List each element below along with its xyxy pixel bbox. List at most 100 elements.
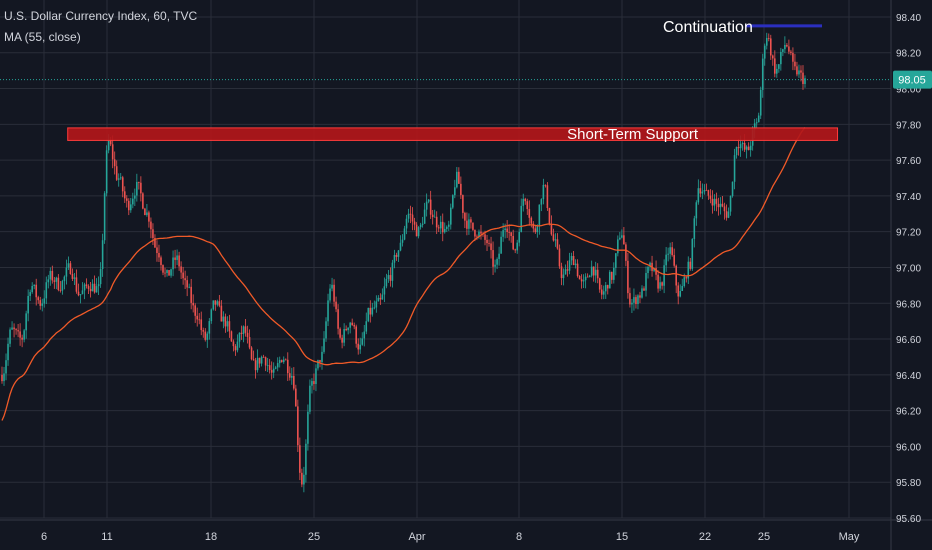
candle-body <box>148 212 150 222</box>
candle-body <box>111 144 114 160</box>
candle-body <box>409 213 412 215</box>
candle-body <box>99 268 102 285</box>
candle-body <box>317 360 319 369</box>
candle-body <box>454 187 456 196</box>
candle-body <box>391 262 394 281</box>
candle-body <box>341 337 343 343</box>
candle-body <box>276 363 279 368</box>
candle-body <box>767 38 770 39</box>
candle-body <box>782 49 784 52</box>
price-axis[interactable]: 98.40 98.20 98.00 97.80 97.60 97.40 97.20 97.00… <box>896 13 921 525</box>
candle-body <box>449 207 452 225</box>
candle-body <box>150 221 152 230</box>
candle-body <box>301 472 303 485</box>
candle-body <box>103 193 106 241</box>
candle-body <box>532 223 535 229</box>
candle-body <box>590 266 593 276</box>
candle-body <box>399 242 402 251</box>
candle-body <box>659 282 661 289</box>
candle-body <box>804 78 806 84</box>
candle-body <box>407 213 410 219</box>
candle-body <box>355 326 358 344</box>
candle-body <box>769 38 772 56</box>
candle-body <box>540 199 543 205</box>
candle-body <box>335 301 337 310</box>
time-tick-label: 11 <box>101 531 112 543</box>
candle-body <box>745 146 748 150</box>
candle-body <box>83 284 86 291</box>
candle-body <box>234 346 237 351</box>
candle-body <box>786 44 788 47</box>
candle-body <box>321 351 323 363</box>
candle-body <box>691 238 694 269</box>
candle-body <box>136 181 138 196</box>
candle-body <box>667 253 669 255</box>
candle-body <box>146 212 148 216</box>
candle-body <box>474 229 476 237</box>
candle-body <box>735 146 738 156</box>
candle-body <box>3 373 5 382</box>
candle-body <box>154 238 156 248</box>
candle-body <box>158 252 160 258</box>
candle-body <box>272 368 275 373</box>
candle-body <box>623 235 625 245</box>
support-zone-rect[interactable] <box>67 127 839 141</box>
candle-body <box>105 150 108 194</box>
candle-body <box>125 198 128 201</box>
candle-body <box>19 331 21 338</box>
candle-body <box>65 267 68 277</box>
candle-body <box>93 283 96 293</box>
candle-body <box>707 190 710 196</box>
candle-body <box>759 89 762 116</box>
candle-body <box>127 200 130 211</box>
time-axis[interactable]: 6 11 18 25 Apr 8 15 22 25 May <box>41 531 860 543</box>
candle-body <box>383 286 386 295</box>
candle-body <box>629 293 631 305</box>
candle-body <box>685 277 688 279</box>
candle-body <box>284 359 287 361</box>
candle-body <box>51 270 54 281</box>
candle-body <box>252 359 255 361</box>
candle-body <box>739 144 742 149</box>
support-zone-layer: Short-Term Support Continuation <box>67 19 839 143</box>
price-tick-label: 97.00 <box>896 263 921 274</box>
candle-body <box>566 269 569 271</box>
candle-body <box>357 343 360 350</box>
candle-body <box>794 61 796 67</box>
grid <box>0 0 891 519</box>
candle-body <box>504 228 506 231</box>
candle-body <box>63 276 66 282</box>
candle-body <box>381 294 384 300</box>
candle-body <box>232 341 235 347</box>
candle-body <box>677 285 680 297</box>
candle-body <box>196 315 199 320</box>
candle-body <box>45 282 48 299</box>
candle-body <box>309 385 311 412</box>
candle-body <box>226 321 229 327</box>
candle-body <box>280 360 283 363</box>
candle-body <box>25 313 27 331</box>
candle-body <box>270 370 273 373</box>
candle-body <box>75 277 78 292</box>
candle-body <box>77 291 80 296</box>
candle-body <box>643 288 645 291</box>
candle-body <box>486 239 488 244</box>
candle-body <box>117 178 120 180</box>
candle-body <box>588 275 591 278</box>
candle-body <box>425 201 428 210</box>
candle-body <box>5 360 7 374</box>
chart-title: U.S. Dollar Currency Index, 60, TVC <box>4 9 198 23</box>
time-tick-label: Apr <box>408 531 425 543</box>
candle-body <box>174 257 176 260</box>
candle-body <box>305 443 307 475</box>
candle-body <box>29 292 31 296</box>
candle-body <box>733 155 736 182</box>
candle-body <box>437 227 440 229</box>
candle-body <box>268 365 271 371</box>
candle-body <box>242 326 245 334</box>
candle-body <box>97 284 100 287</box>
candle-body <box>673 255 675 266</box>
price-tick-label: 96.80 <box>896 299 921 310</box>
candle-body <box>631 302 633 305</box>
